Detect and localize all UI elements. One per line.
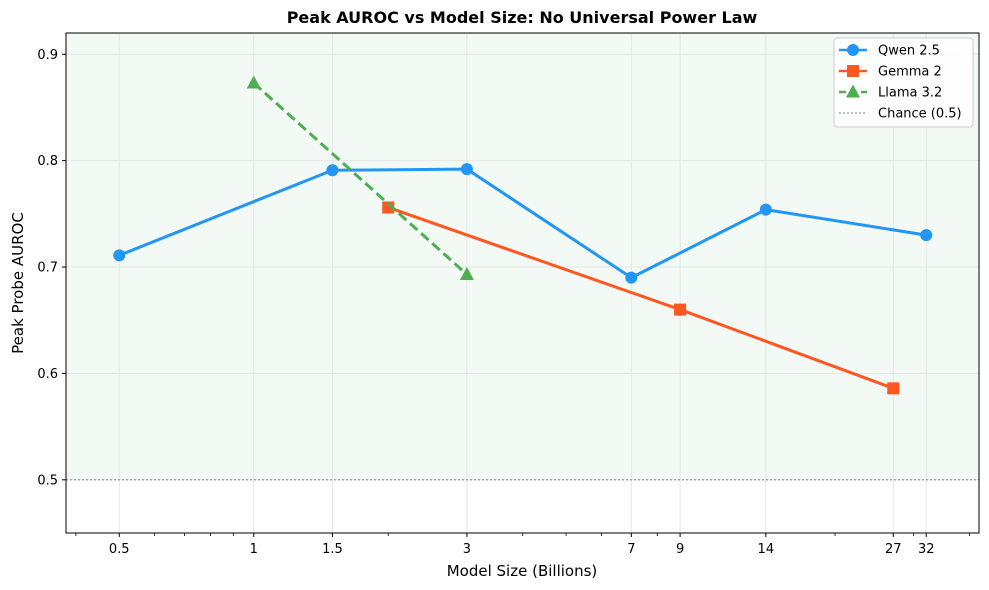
x-tick-label: 7 [627,542,635,557]
data-point-qwen-2-5 [759,203,772,216]
y-tick-label: 0.6 [37,367,58,382]
x-axis-label: Model Size (Billions) [447,562,598,580]
y-tick-label: 0.7 [37,261,58,276]
x-tick-label: 0.5 [109,542,130,557]
data-point-gemma-2 [887,382,900,395]
x-tick-label: 3 [463,542,471,557]
legend-item-gemma-2: Gemma 2 [839,65,942,80]
legend-item-chance-0-5: Chance (0.5) [839,107,962,122]
x-tick-label: 27 [885,542,902,557]
legend-label: Gemma 2 [878,65,942,80]
data-point-llama-3-2 [246,75,261,89]
legend-marker [847,65,859,77]
x-tick-label: 1.5 [322,542,343,557]
data-point-qwen-2-5 [113,249,126,262]
plot-frame [65,32,980,534]
data-point-qwen-2-5 [326,164,339,177]
x-tick-label: 9 [676,542,684,557]
x-tick-label: 1 [250,542,258,557]
x-tick-label: 32 [918,542,935,557]
data-point-qwen-2-5 [625,271,638,284]
legend-item-llama-3-2: Llama 3.2 [839,84,942,101]
data-point-qwen-2-5 [460,163,473,176]
data-point-gemma-2 [382,201,395,214]
legend-marker [847,44,859,56]
series-line-qwen-2-5 [118,167,927,280]
series-line-llama-3-2 [252,81,468,276]
legend-box [833,37,974,128]
y-tick-label: 0.9 [37,48,58,63]
data-point-llama-3-2 [459,266,474,280]
legend-label: Llama 3.2 [878,86,942,101]
legend-marker [846,84,860,98]
x-tick-label: 14 [758,542,775,557]
above-chance-shading [66,33,979,480]
legend-label: Qwen 2.5 [878,44,940,59]
legend-label: Chance (0.5) [878,107,962,122]
data-point-qwen-2-5 [920,229,933,242]
y-axis-label: Peak Probe AUROC [9,212,27,354]
legend-item-qwen-2-5: Qwen 2.5 [839,44,940,59]
data-point-gemma-2 [674,303,687,316]
chart-title: Peak AUROC vs Model Size: No Universal P… [287,8,758,27]
y-tick-label: 0.8 [37,154,58,169]
legend: Qwen 2.5 Gemma 2 Llama 3.2 Chance (0.5) [833,37,974,128]
y-tick-label: 0.5 [37,473,58,488]
